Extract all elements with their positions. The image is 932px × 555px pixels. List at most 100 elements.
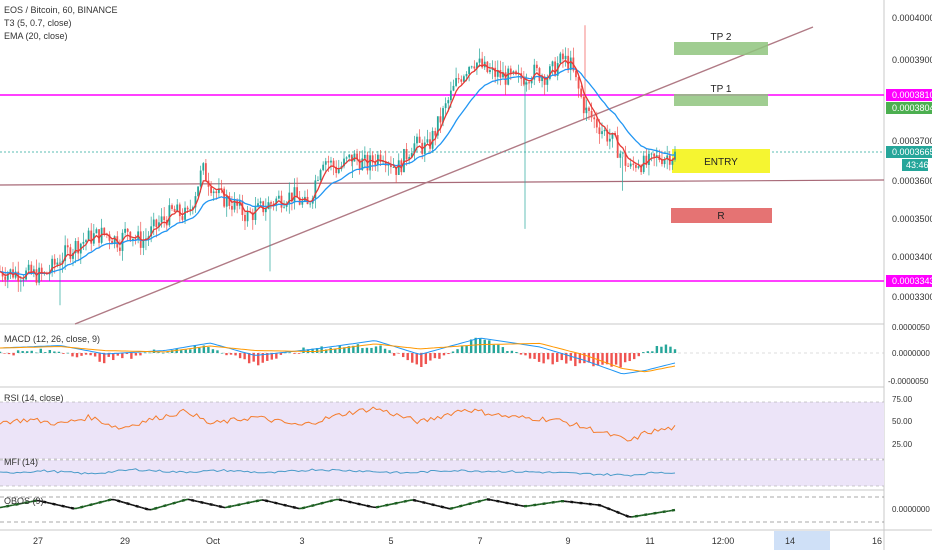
candle-body (632, 164, 634, 165)
candle-body (460, 79, 462, 81)
countdown: 43:46 (906, 160, 929, 170)
obos-segment (126, 503, 129, 504)
obos-segment (163, 505, 166, 506)
obos-segment (305, 507, 308, 508)
obos-segment (80, 507, 83, 508)
obos-segment (43, 502, 46, 503)
obos-segment (428, 504, 431, 505)
macd-bar (31, 351, 33, 353)
macd-bar (579, 353, 581, 363)
macd-bar (669, 347, 671, 353)
obos-segment (290, 506, 293, 507)
time-tick-1200: 12:00 (712, 536, 735, 546)
candle-body (565, 56, 567, 59)
candle-body (67, 245, 69, 247)
macd-bar (533, 353, 535, 359)
macd-bar (289, 352, 291, 353)
macd-bar (366, 348, 368, 353)
candle-body (330, 161, 332, 163)
obos-segment (472, 502, 475, 503)
macd-bar (98, 353, 100, 362)
obos-segment (413, 500, 416, 501)
candle-body (588, 108, 590, 111)
candle-body (142, 241, 144, 248)
candle-body (416, 137, 418, 144)
obos-segment (361, 504, 364, 505)
obos-segment (55, 504, 58, 505)
obos-segment (247, 502, 250, 503)
upper-line-price: 0.0003810 (892, 90, 932, 100)
obos-segment (407, 500, 410, 501)
obos-segment (71, 508, 74, 509)
macd-bar (665, 345, 667, 353)
candle-body (338, 169, 340, 173)
macd-bar (388, 350, 390, 353)
obos-segment (496, 501, 499, 502)
obos-segment (96, 503, 99, 504)
tp1-box[interactable] (674, 94, 768, 106)
macd-bar (80, 353, 82, 356)
obos-segment (515, 504, 518, 505)
obos-segment (185, 499, 188, 500)
macd-bar (375, 346, 377, 353)
macd-bar (212, 349, 214, 353)
entry-label: ENTRY (704, 157, 738, 168)
obos-segment (216, 506, 219, 507)
obos-segment (505, 503, 508, 504)
macd-bar (547, 353, 549, 359)
tp2-box[interactable] (674, 42, 768, 55)
symbol-legend[interactable]: EOS / Bitcoin, 60, BINANCE (4, 5, 118, 16)
obos-segment (450, 508, 453, 509)
obos-legend[interactable]: OBOS (9) (4, 496, 44, 507)
macd-bar (601, 353, 603, 365)
candle-body (406, 149, 408, 159)
obos-segment (99, 502, 102, 503)
obos-segment (173, 503, 176, 504)
candle-body (445, 103, 447, 108)
t3-legend[interactable]: T3 (5, 0.7, close) (4, 18, 72, 29)
obos-segment (89, 504, 92, 505)
ema-legend[interactable]: EMA (20, close) (4, 31, 68, 42)
macd-bar (397, 353, 399, 354)
candle-body (179, 204, 181, 216)
candle-body (458, 78, 460, 79)
macd-bar (216, 350, 218, 353)
candle-body (317, 180, 319, 181)
candle-body (231, 206, 233, 210)
candle-body (153, 220, 155, 227)
macd-bar (198, 348, 200, 353)
macd-bar (252, 353, 254, 362)
candle-body (583, 97, 585, 113)
rsi-legend[interactable]: RSI (14, close) (4, 393, 64, 404)
macd-bar (497, 345, 499, 353)
obos-segment (154, 508, 157, 509)
candle-body (653, 154, 655, 157)
candle-body (468, 67, 470, 74)
obos-segment (499, 501, 502, 502)
candle-body (124, 229, 126, 233)
time-highlight (774, 531, 830, 550)
mfi-legend[interactable]: MFI (14) (4, 457, 38, 468)
macd-bar (162, 353, 164, 354)
macd-bar (44, 352, 46, 353)
obos-segment (626, 515, 629, 516)
candle-body (630, 164, 632, 167)
obos-segment (68, 507, 71, 508)
obos-segment (166, 504, 169, 505)
candle-body (38, 268, 40, 283)
price-tick-4: 0.0003600 (892, 176, 932, 186)
candle-body (398, 160, 400, 175)
macd-bar (647, 351, 649, 353)
macd-bar (628, 353, 630, 361)
macd-tick-bottom: -0.0000050 (888, 377, 929, 386)
macd-legend[interactable]: MACD (12, 26, close, 9) (4, 334, 100, 345)
obos-segment (274, 503, 277, 504)
obos-segment (308, 506, 311, 507)
obos-segment (268, 501, 271, 502)
candle-body (419, 137, 421, 143)
obos-segment (367, 506, 370, 507)
candle-body (4, 276, 6, 279)
obos-segment (213, 505, 216, 506)
